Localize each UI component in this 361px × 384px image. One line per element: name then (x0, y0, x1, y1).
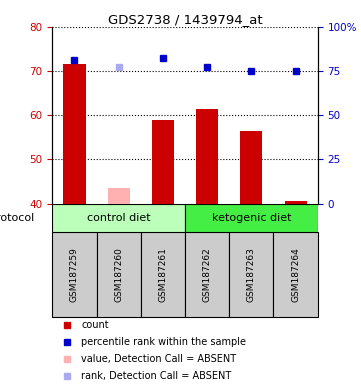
Bar (229, 232, 274, 317)
Bar (97, 232, 141, 317)
Text: value, Detection Call = ABSENT: value, Detection Call = ABSENT (81, 354, 236, 364)
Text: GSM187263: GSM187263 (247, 247, 256, 302)
Bar (152, 120, 174, 204)
Bar (196, 109, 218, 204)
Bar (141, 232, 185, 317)
Bar (108, 188, 130, 204)
Text: percentile rank within the sample: percentile rank within the sample (81, 337, 246, 347)
Bar (52, 232, 97, 317)
Text: GSM187261: GSM187261 (158, 247, 168, 302)
Text: GSM187262: GSM187262 (203, 247, 212, 302)
Text: control diet: control diet (87, 213, 151, 223)
Bar (185, 232, 229, 317)
Bar (52, 204, 185, 232)
Text: GSM187260: GSM187260 (114, 247, 123, 302)
Text: protocol: protocol (0, 213, 35, 223)
Text: GSM187259: GSM187259 (70, 247, 79, 302)
Bar (284, 201, 306, 204)
Bar (64, 65, 86, 204)
Bar (240, 131, 262, 204)
Text: GSM187264: GSM187264 (291, 247, 300, 302)
Bar (185, 204, 318, 232)
Text: count: count (81, 320, 109, 330)
Bar (274, 232, 318, 317)
Text: ketogenic diet: ketogenic diet (212, 213, 291, 223)
Title: GDS2738 / 1439794_at: GDS2738 / 1439794_at (108, 13, 262, 26)
Text: rank, Detection Call = ABSENT: rank, Detection Call = ABSENT (81, 371, 231, 381)
